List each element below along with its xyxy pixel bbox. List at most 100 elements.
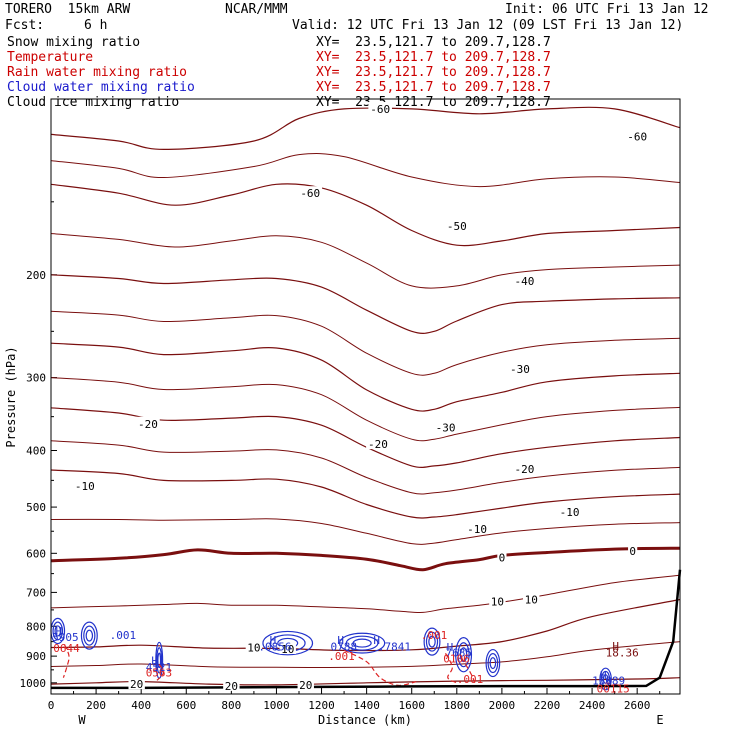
y-tick-label: 700 [26, 586, 46, 599]
isotherm-label: -20 [368, 438, 388, 451]
extremum-label: 7685 [446, 647, 473, 660]
contour-label-bg [512, 274, 537, 287]
contour-label-bg [512, 461, 537, 474]
cloud-water-contour [345, 635, 379, 651]
isotherm-intermediate [50, 310, 681, 376]
x-tick-label: 2200 [534, 699, 561, 712]
extremum-label: 0644 [53, 642, 80, 655]
cloud-water-contour [54, 625, 62, 637]
isotherm-label: 0 [629, 545, 636, 558]
isotherm-label: -10 [467, 523, 487, 536]
contour-label-bg [366, 437, 390, 450]
isotherm-label: -10 [560, 506, 580, 519]
extremum-label: 0788 [331, 640, 358, 653]
model-title: TORERO 15km ARW [5, 2, 131, 17]
contour-label-bg [136, 416, 160, 429]
isotherm-label: 0 [499, 552, 506, 565]
extremum-label: .0856 [258, 640, 291, 653]
extremum-label: H [56, 625, 63, 638]
isotherm-label: -50 [447, 220, 467, 233]
isotherm-label: -40 [515, 275, 535, 288]
isotherm-intermediate [50, 518, 681, 545]
x-tick-label: 600 [176, 699, 196, 712]
field-cross-section-endpoints: XY= 23.5,121.7 to 209.7,128.7 [316, 50, 551, 65]
valid-time: Valid: 12 UTC Fri 13 Jan 12 (09 LST Fri … [292, 18, 684, 33]
x-tick-label: 2600 [624, 699, 651, 712]
init-time: Init: 06 UTC Fri 13 Jan 12 [505, 2, 709, 17]
cloud-water-contour [338, 632, 386, 654]
isotherm-label: 10 [281, 643, 294, 656]
terrain-line [51, 569, 682, 690]
cloud-water-contour [425, 631, 439, 652]
extremum-label: 0106 [443, 652, 470, 665]
contour-label-bg [445, 218, 469, 231]
extremum-label: .7841 [378, 640, 411, 653]
contour-label-bg [557, 505, 582, 518]
y-tick-label: 1000 [20, 677, 47, 690]
isotherm-line [50, 183, 681, 247]
isotherm-intermediate [50, 574, 681, 613]
extremum-label: 18.36 [606, 647, 639, 660]
isotherm-label: 10 [525, 594, 538, 607]
contour-label-bg [298, 186, 323, 199]
x-tick-label: 800 [221, 699, 241, 712]
extremum-label: H [373, 634, 380, 647]
x-tick-label: 1400 [353, 699, 380, 712]
field-cross-section-endpoints: XY= 23.5,121.7 to 209.7,128.7 [316, 35, 551, 50]
contour-label-bg [465, 521, 489, 534]
isotherm-label: -60 [370, 103, 390, 116]
extremum-label: H [447, 641, 454, 654]
temperature-contours [50, 106, 681, 686]
field-name: Cloud water mixing ratio [7, 80, 195, 95]
cloud-water-contour [457, 642, 470, 668]
y-tick-label: 600 [26, 547, 46, 560]
cloud-water-contour [428, 635, 436, 648]
extremum-label: H [337, 634, 344, 647]
contour-label-bg [73, 478, 97, 491]
cloud-water-contour [455, 637, 473, 673]
extremum-label: .001 [328, 650, 355, 663]
contour-label-bg [223, 678, 240, 691]
cloud-water-contour [599, 667, 612, 691]
cloud-water-contour [262, 630, 314, 656]
contour-label-bg [508, 361, 532, 374]
isotherm-intermediate [50, 377, 681, 442]
contour-label-bg [245, 640, 263, 653]
rain-water-contour [444, 653, 458, 684]
isotherm-label: -60 [627, 131, 647, 144]
isotherm-line [50, 598, 681, 652]
rain-water-contour [460, 657, 476, 684]
extremum-label: H [612, 640, 619, 653]
extremum-label: 00115 [597, 682, 630, 695]
extremum-label: 0563 [146, 666, 173, 679]
isotherm-line [50, 677, 681, 686]
axis-ticks: 0 200 400 600 800 1000 1200 1400 1600 1800 2000 220… [20, 201, 661, 712]
contour-label-bg [628, 544, 638, 557]
cloud-water-contour [423, 627, 441, 656]
cloud-water-contour [85, 629, 94, 642]
y-tick-label: 200 [26, 269, 46, 282]
cloud-water-contour [156, 647, 163, 674]
rain-water-contour [62, 644, 70, 678]
cloud-water-contour [489, 657, 497, 670]
extremum-label: H [151, 654, 158, 667]
isotherm-label: 10 [247, 642, 260, 655]
cloud-water-contour [157, 652, 162, 669]
contour-label-bg [523, 592, 540, 605]
field-cross-section-endpoints: XY= 23.5,121.7 to 209.7,128.7 [316, 65, 551, 80]
x-tick-label: 2400 [579, 699, 606, 712]
isotherm-label: 10 [491, 595, 504, 608]
field-name: Rain water mixing ratio [7, 65, 188, 80]
isotherm-label: -20 [138, 418, 158, 431]
isotherm-line [50, 274, 681, 334]
contour-label-bg [433, 420, 458, 433]
isotherm-label: -30 [510, 363, 530, 376]
field-name: Snow mixing ratio [7, 35, 141, 50]
cloud-water-contour [83, 625, 96, 646]
east-label: E [656, 713, 663, 727]
extremum-label: 13089 [592, 674, 625, 687]
isotherm-label: 20 [130, 678, 143, 691]
isotherm-line [50, 407, 681, 468]
isotherm-line [50, 342, 681, 412]
